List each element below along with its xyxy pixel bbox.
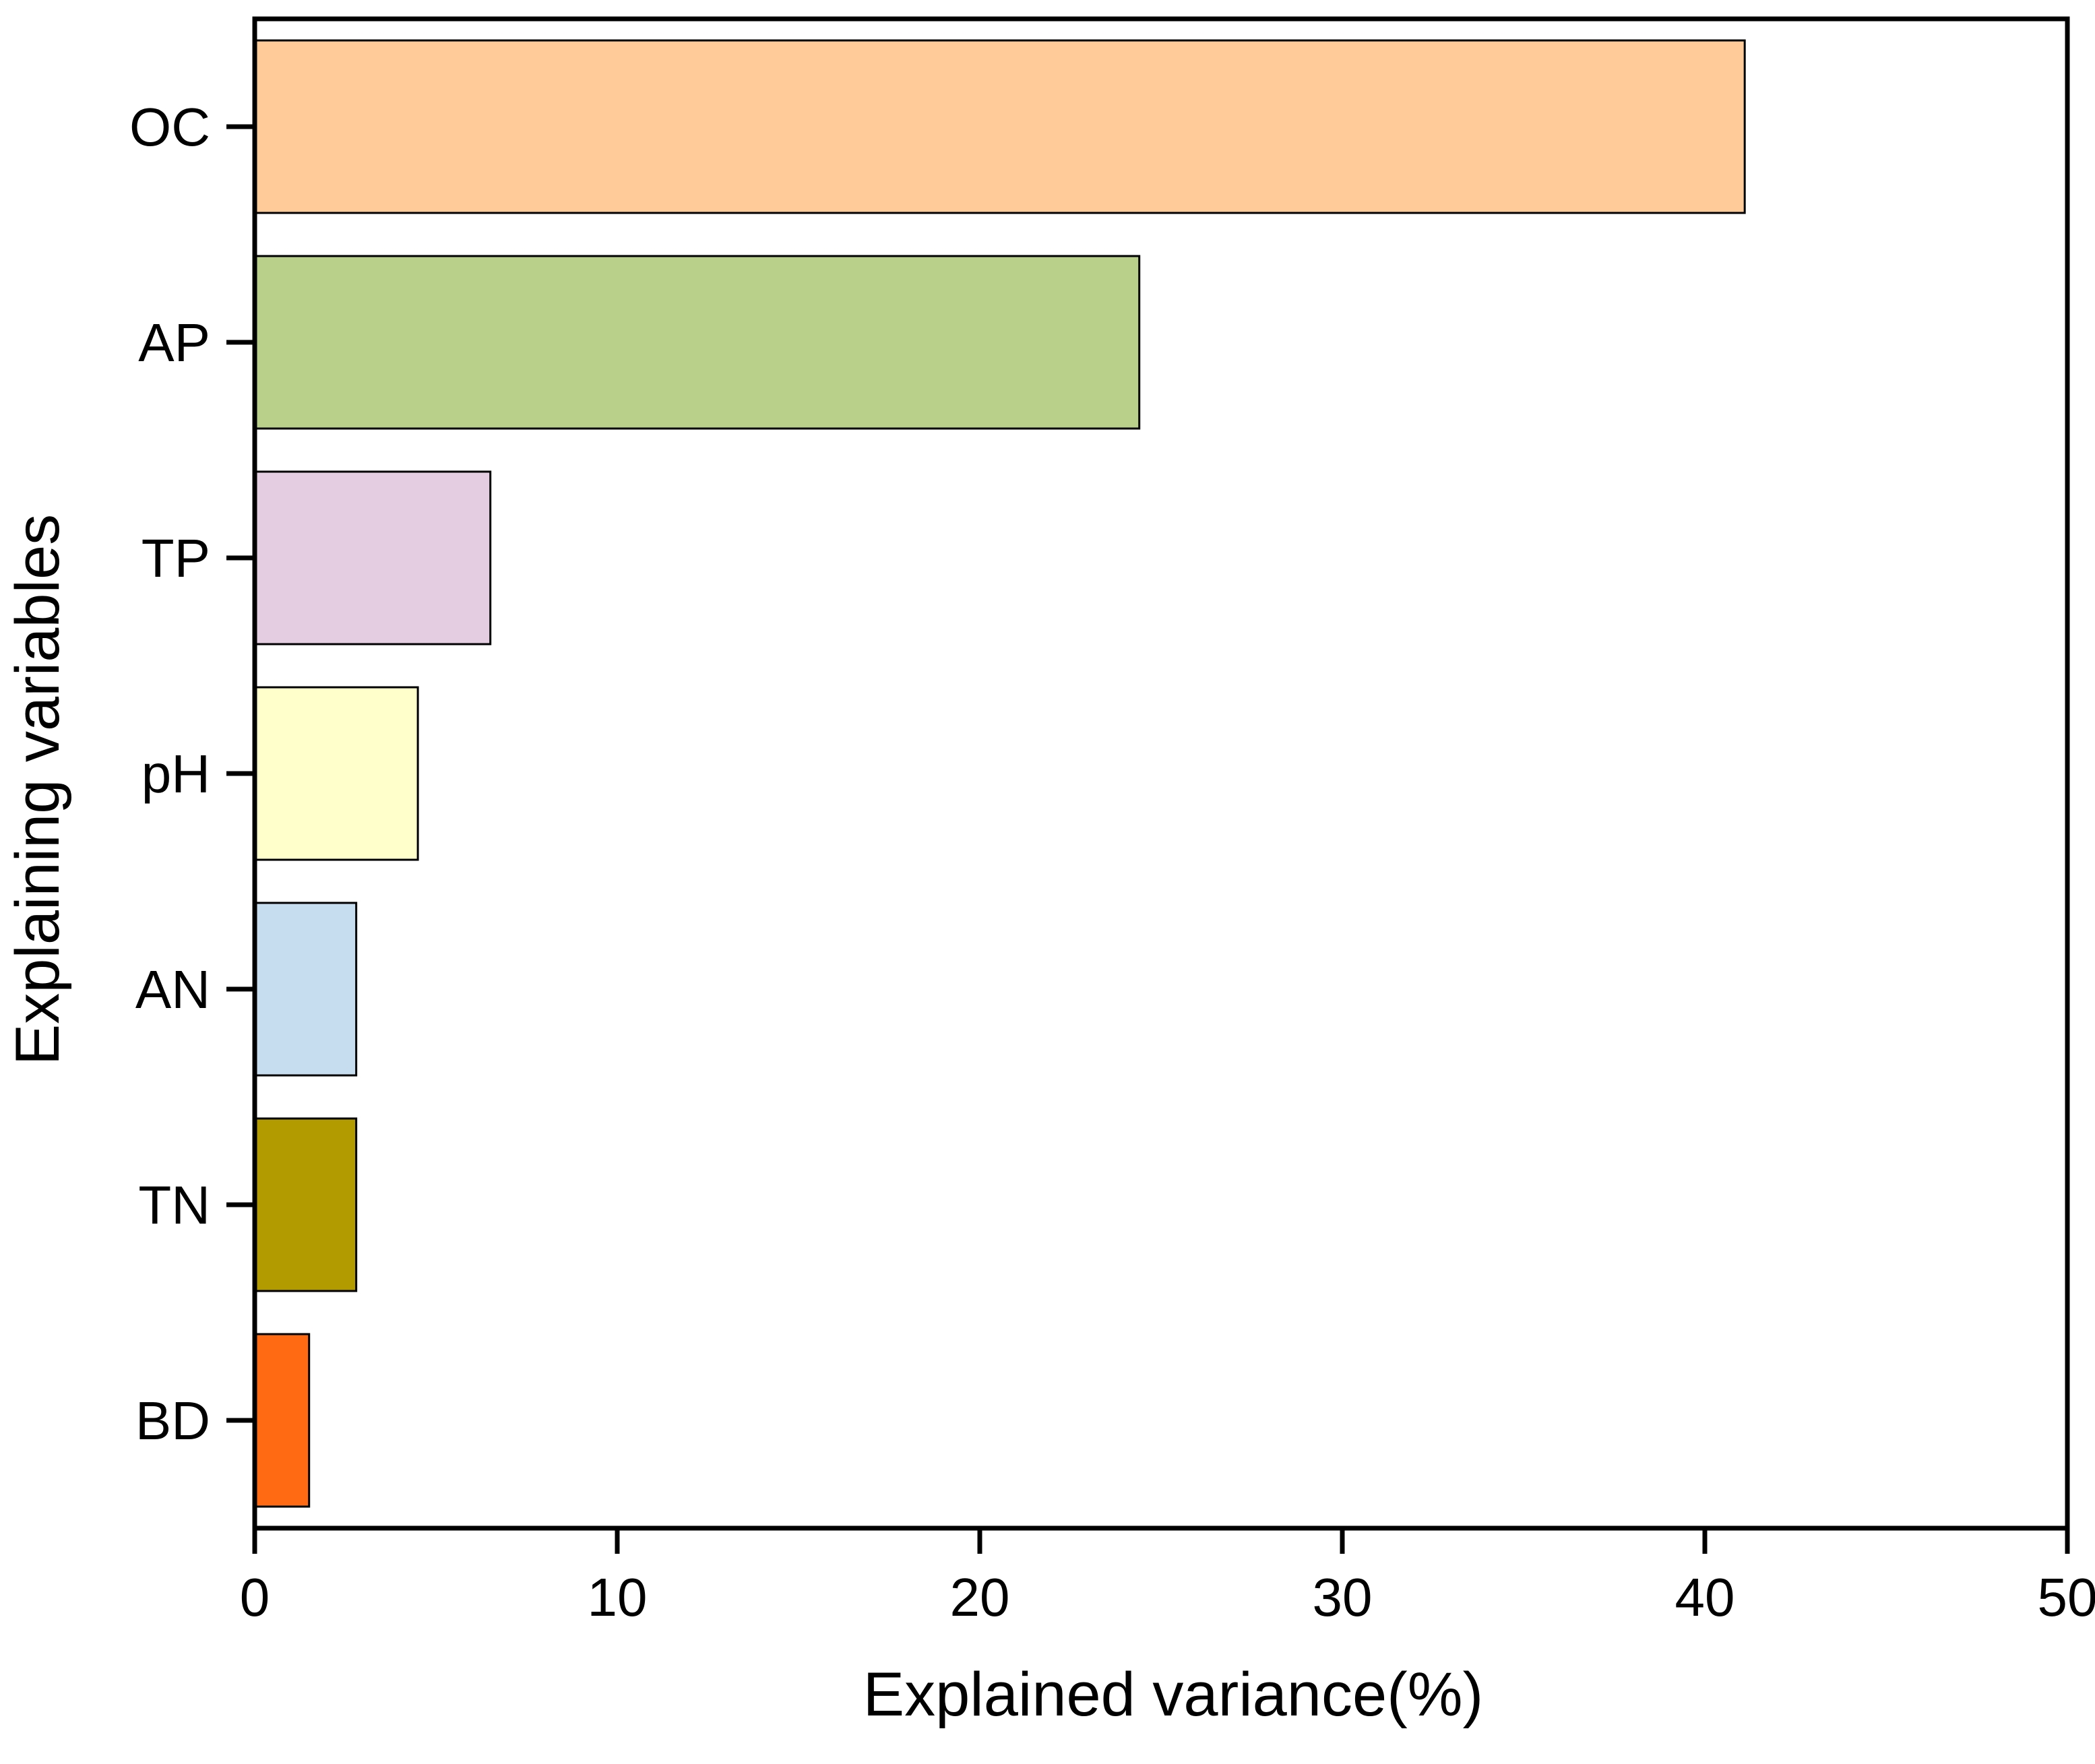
x-tick-label-10: 10 xyxy=(588,1567,648,1627)
x-axis: 0 10 20 30 40 50 xyxy=(240,1528,2095,1627)
x-tick-label-40: 40 xyxy=(1675,1567,1735,1627)
plot-area: OC AP TP pH AN TN BD 0 10 20 30 40 50 xyxy=(129,16,2095,1627)
y-tick-label-ap: AP xyxy=(138,313,210,373)
bar-tp xyxy=(253,470,492,645)
y-tick-label-an: AN xyxy=(135,959,210,1019)
y-axis: OC AP TP pH AN TN BD xyxy=(129,97,255,1451)
y-tick-label-bd: BD xyxy=(135,1391,210,1451)
bar-ph xyxy=(253,686,419,861)
y-axis-title: Explaining variables xyxy=(3,514,72,1065)
bars xyxy=(253,39,1746,1508)
x-tick-label-20: 20 xyxy=(950,1567,1010,1627)
bar-tn xyxy=(253,1117,358,1292)
bar-bd xyxy=(253,1333,311,1508)
plot-frame xyxy=(252,16,2070,1531)
y-tick-label-oc: OC xyxy=(129,97,210,157)
x-tick-label-0: 0 xyxy=(240,1567,270,1627)
bar-ap xyxy=(253,255,1141,430)
y-tick-label-tn: TN xyxy=(138,1175,210,1235)
x-tick-label-30: 30 xyxy=(1313,1567,1373,1627)
bar-oc xyxy=(253,39,1746,214)
x-tick-label-50: 50 xyxy=(2038,1567,2095,1627)
bar-an xyxy=(253,902,358,1077)
y-tick-label-tp: TP xyxy=(142,528,210,588)
x-axis-title: Explained variance(%) xyxy=(863,1660,1483,1729)
y-tick-label-ph: pH xyxy=(142,744,210,804)
